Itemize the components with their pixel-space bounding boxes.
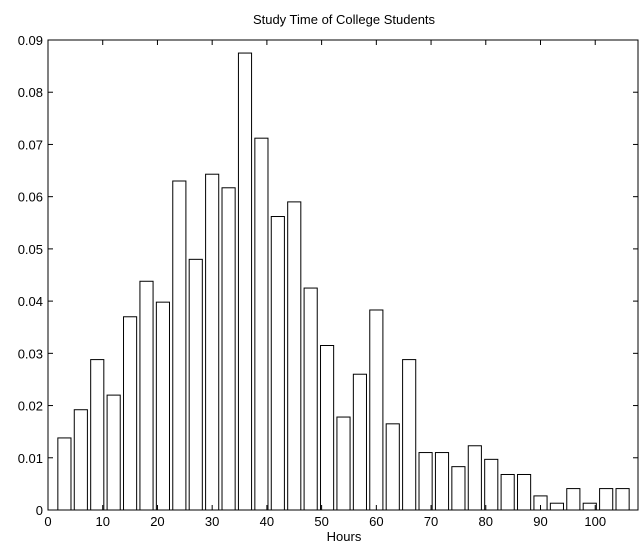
y-tick-label: 0.05: [18, 242, 43, 257]
histogram-bar: [303, 287, 318, 511]
y-tick-label: 0.02: [18, 399, 43, 414]
y-tick-label: 0.03: [18, 346, 43, 361]
histogram-bar: [582, 502, 597, 511]
y-tick-label: 0.01: [18, 451, 43, 466]
histogram-bar: [451, 466, 466, 511]
x-tick-label: 90: [533, 514, 547, 529]
plot-frame: [47, 39, 639, 511]
x-tick-label: 30: [205, 514, 219, 529]
histogram-bar: [90, 359, 105, 511]
histogram-bar: [205, 173, 220, 511]
histogram-bar: [172, 180, 187, 511]
y-tick-label: 0.07: [18, 137, 43, 152]
histogram-bar: [500, 473, 515, 511]
histogram-bar: [615, 488, 630, 511]
y-tick-label: 0: [36, 503, 43, 518]
y-tick-label: 0.06: [18, 190, 43, 205]
x-tick-label: 60: [369, 514, 383, 529]
y-tick-label: 0.09: [18, 33, 43, 48]
x-tick-label: 80: [479, 514, 493, 529]
histogram-bar: [237, 52, 253, 511]
x-tick-label: 50: [314, 514, 328, 529]
histogram-bar: [467, 445, 482, 511]
x-tick-label: 0: [44, 514, 51, 529]
histogram-bar: [517, 473, 532, 511]
chart-title: Study Time of College Students: [253, 12, 436, 27]
x-axis-label: Hours: [327, 529, 362, 544]
histogram-bar: [549, 502, 564, 511]
bars-group: [57, 52, 630, 511]
histogram-bar: [123, 316, 138, 511]
x-axis-ticks: 0 10 20 30 40 50 60 70 80 90 100: [44, 40, 606, 529]
histogram-bar: [369, 309, 384, 511]
y-tick-label: 0.04: [18, 294, 43, 309]
histogram-bar: [599, 488, 614, 511]
histogram-bar: [320, 345, 335, 511]
histogram-bar: [434, 452, 450, 511]
histogram-bar: [188, 258, 203, 511]
histogram-bar: [73, 409, 88, 511]
histogram-bar: [484, 458, 499, 511]
histogram-bar: [155, 301, 170, 511]
histogram-bar: [418, 452, 433, 511]
histogram-bar: [402, 359, 417, 511]
histogram-bar: [385, 423, 400, 511]
x-tick-label: 40: [260, 514, 274, 529]
histogram-bar: [106, 394, 121, 511]
histogram-bar: [336, 416, 351, 511]
histogram-bar: [270, 216, 285, 511]
y-tick-label: 0.08: [18, 85, 43, 100]
x-tick-label: 20: [150, 514, 164, 529]
histogram-bar: [254, 137, 269, 511]
histogram-bar: [352, 373, 367, 511]
x-tick-label: 100: [584, 514, 606, 529]
x-tick-label: 10: [95, 514, 109, 529]
histogram-bar: [139, 280, 154, 511]
histogram-bar: [221, 187, 236, 511]
histogram-bar: [566, 488, 581, 511]
histogram-bar: [287, 201, 302, 511]
x-tick-label: 70: [424, 514, 438, 529]
histogram-bar: [57, 437, 72, 511]
